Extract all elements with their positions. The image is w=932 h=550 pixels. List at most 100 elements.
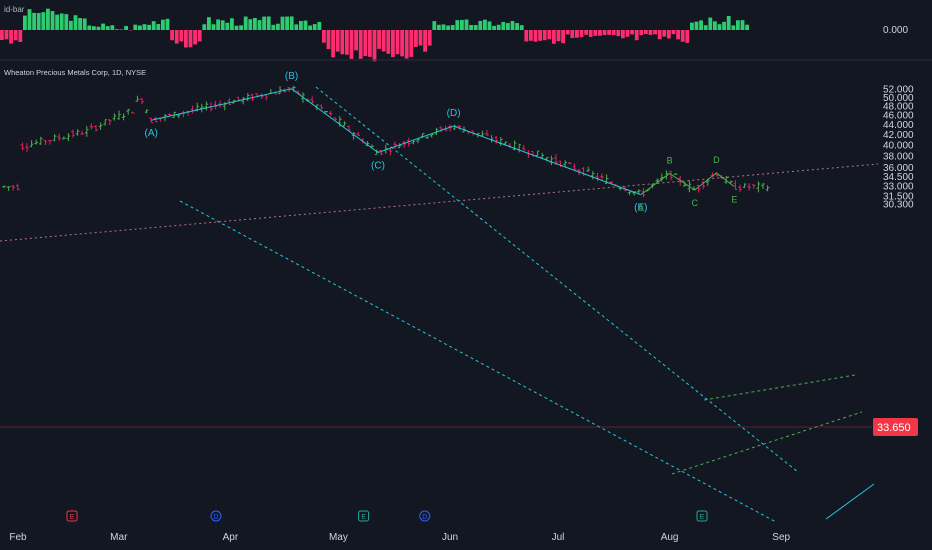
histogram-bar xyxy=(469,25,473,30)
ohlc-bar xyxy=(16,183,20,191)
ohlc-bar xyxy=(144,109,149,114)
ohlc-bar xyxy=(591,171,595,180)
ohlc-bar xyxy=(310,96,314,105)
indicator-pane: id-bar 0.000 xyxy=(0,5,908,62)
histogram-bar xyxy=(27,9,32,31)
ohlc-bar xyxy=(600,173,604,180)
ohlc-bar xyxy=(227,98,232,106)
histogram-bar xyxy=(9,30,13,44)
histogram-bar xyxy=(239,25,243,30)
ohlc-bar xyxy=(351,132,356,140)
histogram-bar xyxy=(524,30,529,42)
ohlc-bar xyxy=(278,86,282,95)
histogram-bar xyxy=(455,20,460,30)
ohlc-bar xyxy=(2,185,6,188)
symbol-title: Wheaton Precious Metals Corp, 1D, NYSE xyxy=(4,68,146,77)
ohlc-bar xyxy=(57,133,61,141)
ohlc-bar xyxy=(71,129,75,138)
histogram-bar xyxy=(607,30,611,35)
histogram-bar xyxy=(602,30,607,35)
histogram-bar xyxy=(110,25,115,30)
ohlc-bar xyxy=(568,162,572,165)
ohlc-bar xyxy=(39,136,43,145)
histogram-bar xyxy=(634,30,639,41)
ohlc-bar xyxy=(66,133,71,142)
histogram-bar xyxy=(0,30,4,40)
event-marker: D xyxy=(419,510,431,522)
ohlc-bar xyxy=(402,140,406,148)
histogram-bar xyxy=(680,30,685,42)
trendlines xyxy=(0,86,879,523)
price-tick-label: 36.000 xyxy=(883,163,914,174)
wave-label: (C) xyxy=(371,161,385,172)
price-tick-label: 50.000 xyxy=(883,93,914,104)
histogram-bar xyxy=(59,13,64,30)
histogram-bar xyxy=(147,24,151,30)
ohlc-bar xyxy=(20,142,25,151)
ohlc-bar xyxy=(48,140,52,145)
ohlc-bar xyxy=(25,143,29,153)
time-axis[interactable]: Feb Mar Apr May Jun Jul Aug Sep xyxy=(9,532,790,543)
ohlc-bar xyxy=(586,166,590,172)
price-tick-label: 34.500 xyxy=(883,172,914,183)
histogram-bar xyxy=(36,13,41,30)
ohlc-bar xyxy=(117,110,121,120)
histogram-bar xyxy=(230,18,234,30)
histogram-bar xyxy=(496,24,501,30)
ohlc-bar xyxy=(319,104,324,110)
ohlc-bar xyxy=(52,134,57,142)
svg-text:D: D xyxy=(213,514,218,521)
histogram-bar xyxy=(644,30,648,35)
histogram-bar xyxy=(529,30,533,41)
ohlc-bar xyxy=(595,172,600,182)
ohlc-bar xyxy=(98,122,103,130)
histogram-bar xyxy=(326,30,331,50)
histogram-bar xyxy=(515,23,519,30)
histogram-bar xyxy=(404,30,409,59)
histogram-bar xyxy=(561,30,565,44)
price-tick-label: 46.000 xyxy=(883,111,914,122)
histogram-bar xyxy=(713,21,717,30)
histogram-bar xyxy=(170,30,174,41)
histogram-bar xyxy=(335,30,340,52)
histogram-bar xyxy=(358,30,363,59)
wave-label: (B) xyxy=(285,71,298,82)
histogram-bar xyxy=(736,20,740,30)
ohlc-bar xyxy=(752,184,756,189)
histogram-bar xyxy=(87,25,92,30)
ohlc-bar xyxy=(328,110,333,116)
histogram-bar xyxy=(331,30,335,58)
histogram-bar xyxy=(501,21,506,30)
histogram-bar xyxy=(473,25,478,30)
ohlc-bar xyxy=(522,144,526,151)
histogram-bar xyxy=(616,30,621,37)
histogram-bar xyxy=(483,19,487,30)
histogram-bar xyxy=(437,24,441,30)
ohlc-bar xyxy=(103,119,107,126)
histogram-bars xyxy=(0,8,749,62)
histogram-bar xyxy=(55,14,59,30)
histogram-bar xyxy=(717,24,722,30)
price-tick-label: 52.000 xyxy=(883,84,914,95)
price-axis[interactable]: 52.00050.00048.00046.00044.00042.00040.0… xyxy=(883,84,914,210)
histogram-bar xyxy=(161,19,165,30)
histogram-bar xyxy=(423,30,427,52)
ohlc-bar xyxy=(673,173,678,175)
ohlc-bar xyxy=(108,119,112,126)
histogram-bar xyxy=(598,30,602,36)
time-tick-label: Jul xyxy=(552,532,565,543)
ohlc-bar xyxy=(411,140,416,145)
histogram-bar xyxy=(648,30,653,35)
histogram-bar xyxy=(460,19,464,30)
histogram-bar xyxy=(519,25,524,30)
ohlc-bar xyxy=(393,141,397,149)
histogram-bar xyxy=(220,20,225,30)
histogram-bar xyxy=(381,30,386,52)
histogram-bar xyxy=(285,16,289,30)
histogram-bar xyxy=(340,30,345,55)
histogram-bar xyxy=(133,24,138,30)
price-tick-label: 42.000 xyxy=(883,130,914,141)
histogram-bar xyxy=(450,25,455,30)
